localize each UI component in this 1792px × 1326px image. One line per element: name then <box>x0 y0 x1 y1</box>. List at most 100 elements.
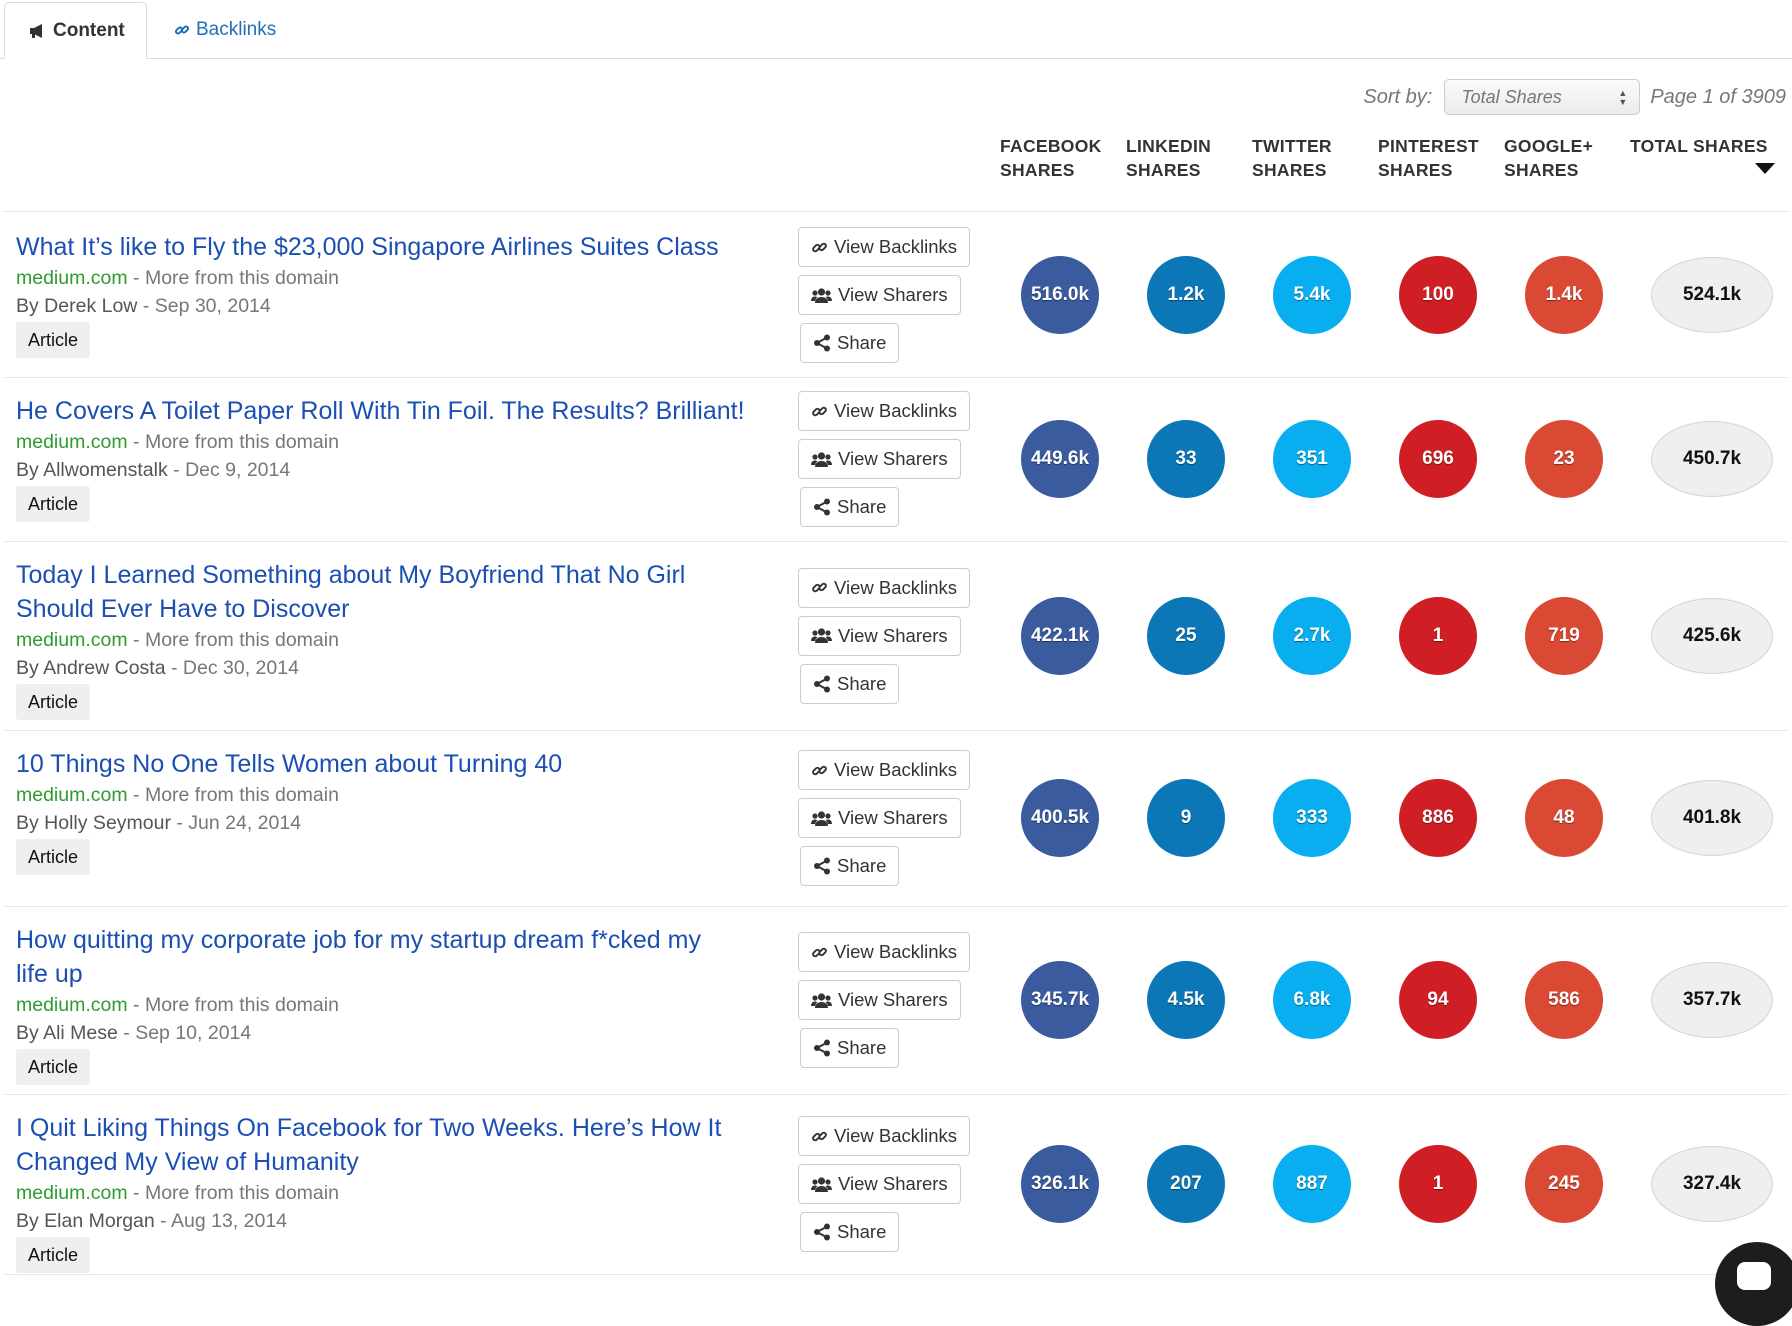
share-button[interactable]: Share <box>800 487 900 527</box>
view-sharers-button[interactable]: View Sharers <box>798 615 961 656</box>
col-header-linkedin[interactable]: LINKEDIN SHARES <box>1126 136 1212 180</box>
megaphone-icon <box>30 23 42 38</box>
view-sharers-button[interactable]: View Sharers <box>798 439 961 479</box>
pinterest-shares-count: 696 <box>1399 420 1477 498</box>
view-sharers-button[interactable]: View Sharers <box>798 275 961 315</box>
select-arrows-icon: ▲ ▼ <box>1618 88 1628 107</box>
facebook-shares-count: 326.1k <box>1021 1145 1099 1223</box>
view-sharers-button[interactable]: View Sharers <box>798 980 961 1020</box>
article-title-link[interactable]: Today I Learned Something about My Boyfr… <box>16 558 776 626</box>
publish-date: - Sep 30, 2014 <box>137 295 271 317</box>
domain-link[interactable]: medium.com <box>16 267 128 289</box>
total-shares-count: 450.7k <box>1651 421 1773 497</box>
view-backlinks-button[interactable]: View Backlinks <box>798 750 971 790</box>
domain-link[interactable]: medium.com <box>16 784 128 806</box>
share-icon <box>814 498 830 516</box>
result-row: What It’s like to Fly the $23,000 Singap… <box>4 213 1788 378</box>
domain-link[interactable]: medium.com <box>16 994 128 1016</box>
publish-date: - Jun 24, 2014 <box>170 812 302 834</box>
more-from-domain-link[interactable]: - More from this domain <box>127 1182 339 1204</box>
tab-backlinks-label: Backlinks <box>196 19 277 40</box>
users-icon <box>811 810 832 826</box>
more-from-domain-link[interactable]: - More from this domain <box>127 784 339 806</box>
byline: By Ali Mese - Sep 10, 2014 <box>16 1022 251 1045</box>
link-icon <box>812 1131 827 1141</box>
view-sharers-label: View Sharers <box>838 624 948 646</box>
more-from-domain-link[interactable]: - More from this domain <box>127 629 339 651</box>
facebook-shares-count: 516.0k <box>1021 256 1099 334</box>
sort-desc-icon[interactable] <box>1755 163 1775 174</box>
author-name: By Holly Seymour <box>16 812 171 834</box>
more-from-domain-link[interactable]: - More from this domain <box>127 267 339 289</box>
col-header-googleplus[interactable]: GOOGLE+ SHARES <box>1504 136 1594 180</box>
view-sharers-label: View Sharers <box>838 807 948 828</box>
header-divider <box>4 211 1788 212</box>
domain-link[interactable]: medium.com <box>16 1182 128 1204</box>
view-sharers-button[interactable]: View Sharers <box>798 798 961 838</box>
article-title-link[interactable]: What It’s like to Fly the $23,000 Singap… <box>16 230 776 264</box>
googleplus-shares-count: 1.4k <box>1525 256 1603 334</box>
col-header-total[interactable]: TOTAL SHARES <box>1630 136 1768 156</box>
article-title-line: He Covers A Toilet Paper Roll With Tin F… <box>16 397 745 425</box>
total-shares-count: 327.4k <box>1651 1146 1773 1222</box>
sort-select[interactable]: Total Shares ▲ ▼ <box>1444 79 1641 115</box>
facebook-shares-count: 422.1k <box>1021 596 1099 675</box>
share-button[interactable]: Share <box>800 663 900 704</box>
article-title-link[interactable]: 10 Things No One Tells Women about Turni… <box>16 747 776 781</box>
view-backlinks-label: View Backlinks <box>834 941 958 962</box>
share-button[interactable]: Share <box>800 323 900 363</box>
view-backlinks-button[interactable]: View Backlinks <box>798 932 971 972</box>
facebook-shares-count: 400.5k <box>1021 779 1099 857</box>
content-type-badge: Article <box>16 322 91 358</box>
pinterest-shares-count: 1 <box>1399 1145 1477 1223</box>
view-backlinks-button[interactable]: View Backlinks <box>798 227 971 267</box>
result-row: 10 Things No One Tells Women about Turni… <box>4 730 1788 907</box>
more-from-domain-link[interactable]: - More from this domain <box>127 431 339 453</box>
article-title-line: life up <box>16 960 83 988</box>
tab-content[interactable]: Content <box>4 2 147 59</box>
link-icon <box>812 765 827 775</box>
author-name: By Andrew Costa <box>16 657 166 679</box>
tab-backlinks[interactable]: Backlinks <box>174 2 276 58</box>
more-from-domain-link[interactable]: - More from this domain <box>127 994 339 1016</box>
share-button[interactable]: Share <box>800 846 900 886</box>
domain-link[interactable]: medium.com <box>16 431 128 453</box>
domain-link[interactable]: medium.com <box>16 629 128 651</box>
share-button[interactable]: Share <box>800 1212 900 1252</box>
result-row: How quitting my corporate job for my sta… <box>4 906 1788 1095</box>
view-backlinks-label: View Backlinks <box>834 759 958 780</box>
view-backlinks-label: View Backlinks <box>834 400 958 421</box>
tab-content-label: Content <box>53 19 125 41</box>
twitter-shares-count: 6.8k <box>1273 961 1351 1039</box>
view-backlinks-button[interactable]: View Backlinks <box>798 1116 971 1156</box>
view-backlinks-button[interactable]: View Backlinks <box>798 567 971 608</box>
author-name: By Elan Morgan <box>16 1210 155 1232</box>
twitter-shares-count: 887 <box>1273 1145 1351 1223</box>
content-type-badge: Article <box>16 486 91 522</box>
chat-widget-button[interactable] <box>1715 1242 1792 1326</box>
share-icon <box>814 334 830 352</box>
article-title-link[interactable]: I Quit Liking Things On Facebook for Two… <box>16 1111 776 1179</box>
col-header-pinterest[interactable]: PINTEREST SHARES <box>1378 136 1479 180</box>
article-title-link[interactable]: How quitting my corporate job for my sta… <box>16 923 776 991</box>
result-row: Today I Learned Something about My Boyfr… <box>4 541 1788 731</box>
article-title-line: 10 Things No One Tells Women about Turni… <box>16 750 563 778</box>
share-button[interactable]: Share <box>800 1028 900 1068</box>
total-shares-count: 524.1k <box>1651 257 1773 333</box>
article-title-link[interactable]: He Covers A Toilet Paper Roll With Tin F… <box>16 394 776 428</box>
col-header-facebook[interactable]: FACEBOOK SHARES <box>1000 136 1102 180</box>
googleplus-shares-count: 586 <box>1525 961 1603 1039</box>
googleplus-shares-count: 719 <box>1525 596 1603 675</box>
share-icon <box>814 857 830 875</box>
pinterest-shares-count: 886 <box>1399 779 1477 857</box>
col-header-twitter[interactable]: TWITTER SHARES <box>1252 136 1332 180</box>
share-label: Share <box>837 672 887 694</box>
sort-selected-value: Total Shares <box>1461 86 1562 107</box>
twitter-shares-count: 351 <box>1273 420 1351 498</box>
view-backlinks-button[interactable]: View Backlinks <box>798 391 971 431</box>
link-icon <box>812 947 827 957</box>
author-name: By Allwomenstalk <box>16 459 168 481</box>
publish-date: - Dec 30, 2014 <box>165 657 299 679</box>
byline: By Elan Morgan - Aug 13, 2014 <box>16 1210 287 1233</box>
view-sharers-button[interactable]: View Sharers <box>798 1164 961 1204</box>
